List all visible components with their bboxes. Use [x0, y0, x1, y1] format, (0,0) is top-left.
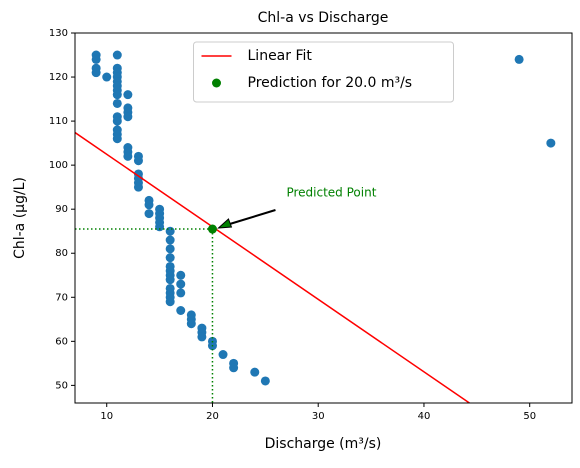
scatter-point	[112, 134, 122, 144]
scatter-point	[165, 297, 175, 307]
scatter-point	[197, 332, 207, 342]
scatter-point	[229, 363, 239, 373]
annotation-arrow-head	[217, 218, 233, 229]
y-axis-label: Chl-a (μg/L)	[12, 177, 28, 259]
scatter-point	[546, 138, 556, 148]
x-tick-label: 20	[206, 411, 219, 422]
y-tick-label: 110	[49, 116, 68, 127]
x-tick-label: 40	[418, 411, 431, 422]
scatter-point	[155, 222, 165, 232]
scatter-point	[165, 226, 175, 236]
scatter-point	[133, 156, 143, 166]
scatter-point	[112, 90, 122, 100]
fit-line	[75, 131, 470, 403]
scatter-point	[514, 54, 524, 64]
legend-swatch	[212, 78, 221, 88]
scatter-point	[176, 279, 186, 289]
x-tick-label: 30	[312, 411, 325, 422]
scatter-point	[260, 376, 270, 386]
scatter-point	[176, 270, 186, 280]
scatter-point	[91, 54, 101, 64]
scatter-point	[123, 151, 133, 161]
x-tick-label: 50	[523, 411, 536, 422]
y-tick-label: 70	[55, 292, 68, 303]
y-tick-label: 60	[55, 336, 68, 347]
scatter-point	[186, 319, 196, 329]
legend-label: Prediction for 20.0 m³/s	[248, 75, 413, 91]
scatter-point	[123, 90, 133, 100]
scatter-point	[165, 253, 175, 263]
scatter-point	[112, 98, 122, 108]
scatter-point	[165, 235, 175, 245]
x-tick-label: 10	[100, 411, 113, 422]
plot-area	[75, 50, 556, 403]
x-axis-label: Discharge (m³/s)	[265, 436, 382, 452]
scatter-point	[250, 367, 260, 377]
scatter-point	[112, 116, 122, 126]
y-tick-label: 100	[49, 160, 68, 171]
y-tick-label: 120	[49, 72, 68, 83]
annotation-arrow-shaft	[226, 209, 276, 226]
scatter-point	[218, 350, 228, 360]
legend-box	[193, 41, 454, 103]
scatter-point	[144, 209, 154, 219]
prediction-point	[207, 224, 217, 234]
scatter-point	[165, 244, 175, 254]
chart-title: Chl-a vs Discharge	[258, 10, 389, 26]
scatter-point	[123, 112, 133, 122]
y-tick-label: 80	[55, 248, 68, 259]
scatter-point	[165, 275, 175, 285]
plot-frame	[74, 32, 573, 404]
y-tick-label: 130	[49, 28, 68, 39]
scatter-point	[144, 200, 154, 210]
annotation: Predicted Point	[286, 186, 376, 200]
y-tick-label: 90	[55, 204, 68, 215]
scatter-point	[176, 288, 186, 298]
scatter-point	[112, 50, 122, 60]
scatter-point	[102, 72, 112, 82]
y-tick-label: 50	[55, 380, 68, 391]
scatter-point	[133, 182, 143, 192]
scatter-point	[91, 68, 101, 78]
legend-label: Linear Fit	[248, 48, 313, 64]
scatter-point	[176, 306, 186, 315]
